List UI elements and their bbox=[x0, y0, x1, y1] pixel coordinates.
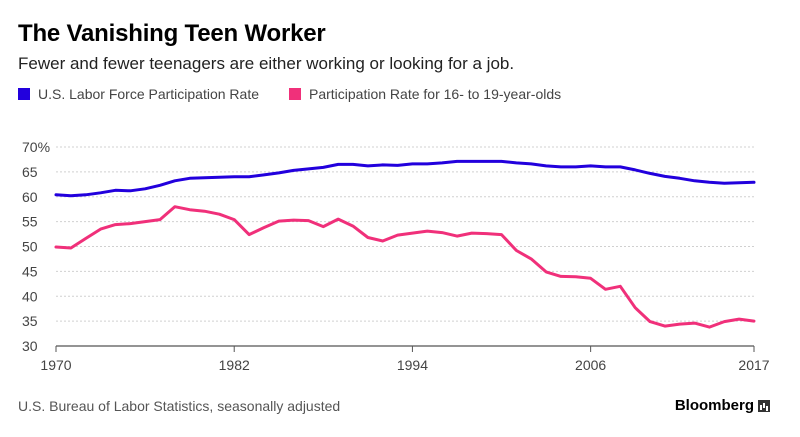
source-note: U.S. Bureau of Labor Statistics, seasona… bbox=[18, 398, 341, 414]
x-axis-ticks: 1970 1982 1994 2006 2017 bbox=[40, 346, 770, 373]
y-tick-label: 45 bbox=[22, 263, 38, 279]
x-tick-label: 1970 bbox=[40, 357, 71, 373]
bloomberg-chart-icon bbox=[758, 399, 770, 412]
series-lines bbox=[54, 159, 756, 329]
chart-title: The Vanishing Teen Worker bbox=[18, 20, 326, 47]
legend: U.S. Labor Force Participation Rate Part… bbox=[18, 86, 591, 102]
y-tick-label: 35 bbox=[22, 313, 38, 329]
y-tick-label: 70% bbox=[22, 139, 50, 155]
legend-label-teen: Participation Rate for 16- to 19-year-ol… bbox=[309, 86, 562, 102]
legend-item-total: U.S. Labor Force Participation Rate bbox=[18, 86, 259, 102]
x-tick-label: 1982 bbox=[219, 357, 250, 373]
y-tick-label: 50 bbox=[22, 239, 38, 255]
legend-swatch-total bbox=[18, 88, 30, 100]
series-line-total bbox=[54, 159, 756, 198]
y-tick-label: 60 bbox=[22, 189, 38, 205]
chart-subtitle: Fewer and fewer teenagers are either wor… bbox=[18, 54, 515, 73]
x-tick-label: 2006 bbox=[575, 357, 606, 373]
y-axis-ticks: 30 35 40 45 50 55 60 65 70% bbox=[22, 139, 50, 354]
y-tick-label: 40 bbox=[22, 288, 38, 304]
y-tick-label: 55 bbox=[22, 214, 38, 230]
x-tick-label: 1994 bbox=[397, 357, 428, 373]
y-tick-label: 65 bbox=[22, 164, 38, 180]
legend-swatch-teen bbox=[289, 88, 301, 100]
series-line-teen bbox=[54, 205, 756, 329]
legend-item-teen: Participation Rate for 16- to 19-year-ol… bbox=[289, 86, 561, 102]
gridlines bbox=[56, 146, 754, 347]
x-tick-label: 2017 bbox=[738, 357, 769, 373]
bloomberg-logo: Bloomberg bbox=[675, 397, 770, 414]
y-tick-label: 30 bbox=[22, 338, 38, 354]
brand-text: Bloomberg bbox=[674, 397, 754, 414]
legend-label-total: U.S. Labor Force Participation Rate bbox=[38, 86, 259, 102]
